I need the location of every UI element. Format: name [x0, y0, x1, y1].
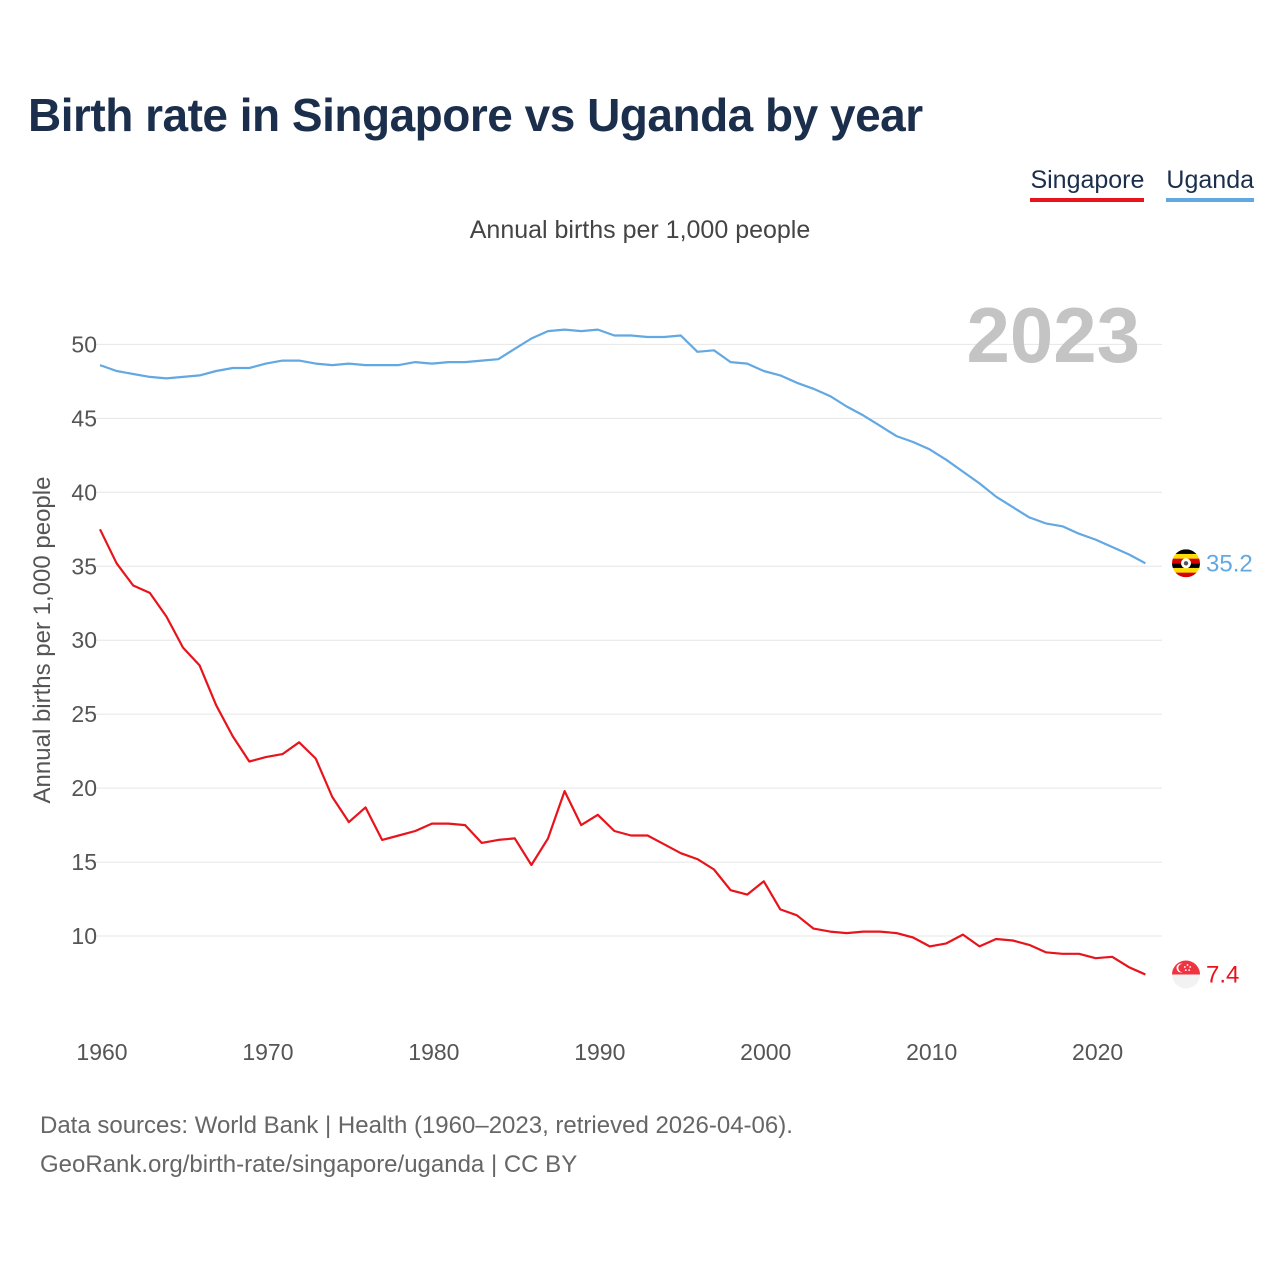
singapore-flag-icon: [1172, 960, 1200, 989]
y-tick-label: 40: [71, 479, 97, 505]
y-tick-label: 45: [71, 405, 97, 431]
legend-item-uganda[interactable]: Uganda: [1166, 166, 1254, 202]
attribution-line[interactable]: GeoRank.org/birth-rate/singapore/uganda …: [40, 1151, 578, 1178]
uganda-end-label: 35.2: [1206, 550, 1253, 577]
legend-item-singapore[interactable]: Singapore: [1030, 166, 1145, 202]
legend: Singapore Uganda: [1030, 166, 1254, 202]
series-line-singapore[interactable]: [99, 528, 1146, 976]
year-watermark: 2023: [966, 291, 1140, 379]
chart-title: Birth rate in Singapore vs Uganda by yea…: [28, 89, 923, 141]
y-tick-label: 20: [71, 775, 97, 801]
x-tick-label: 1980: [408, 1039, 459, 1065]
y-axis-ticks: 10 15 20 25 30 35 40 45 50: [71, 331, 97, 949]
data-sources: Data sources: World Bank | Health (1960–…: [40, 1106, 793, 1184]
chart-subtitle: Annual births per 1,000 people: [469, 216, 811, 244]
uganda-flag-icon: [1172, 549, 1200, 578]
x-tick-label: 2010: [906, 1039, 957, 1065]
y-tick-label: 25: [71, 701, 97, 727]
x-tick-label: 1960: [76, 1039, 127, 1065]
x-tick-label: 1990: [574, 1039, 625, 1065]
y-axis-label: Annual births per 1,000 people: [29, 477, 56, 804]
sources-line: Data sources: World Bank | Health (1960–…: [40, 1112, 793, 1139]
x-axis-ticks: 1960 1970 1980 1990 2000 2010 2020: [76, 1039, 1123, 1065]
singapore-end-label: 7.4: [1206, 962, 1239, 989]
y-tick-label: 35: [71, 553, 97, 579]
x-tick-label: 2000: [740, 1039, 791, 1065]
y-tick-label: 30: [71, 627, 97, 653]
grid-lines: [94, 343, 1162, 937]
series-line-uganda[interactable]: [99, 328, 1146, 565]
y-tick-label: 50: [71, 331, 97, 357]
series-lines: [99, 328, 1146, 976]
x-tick-label: 1970: [242, 1039, 293, 1065]
x-tick-label: 2020: [1072, 1039, 1123, 1065]
y-tick-label: 10: [71, 923, 97, 949]
line-chart: 2023 10 15 20 25 30 35 40 45 50 1960 1970 1980 1990…: [29, 291, 1253, 1065]
y-tick-label: 15: [71, 849, 97, 875]
